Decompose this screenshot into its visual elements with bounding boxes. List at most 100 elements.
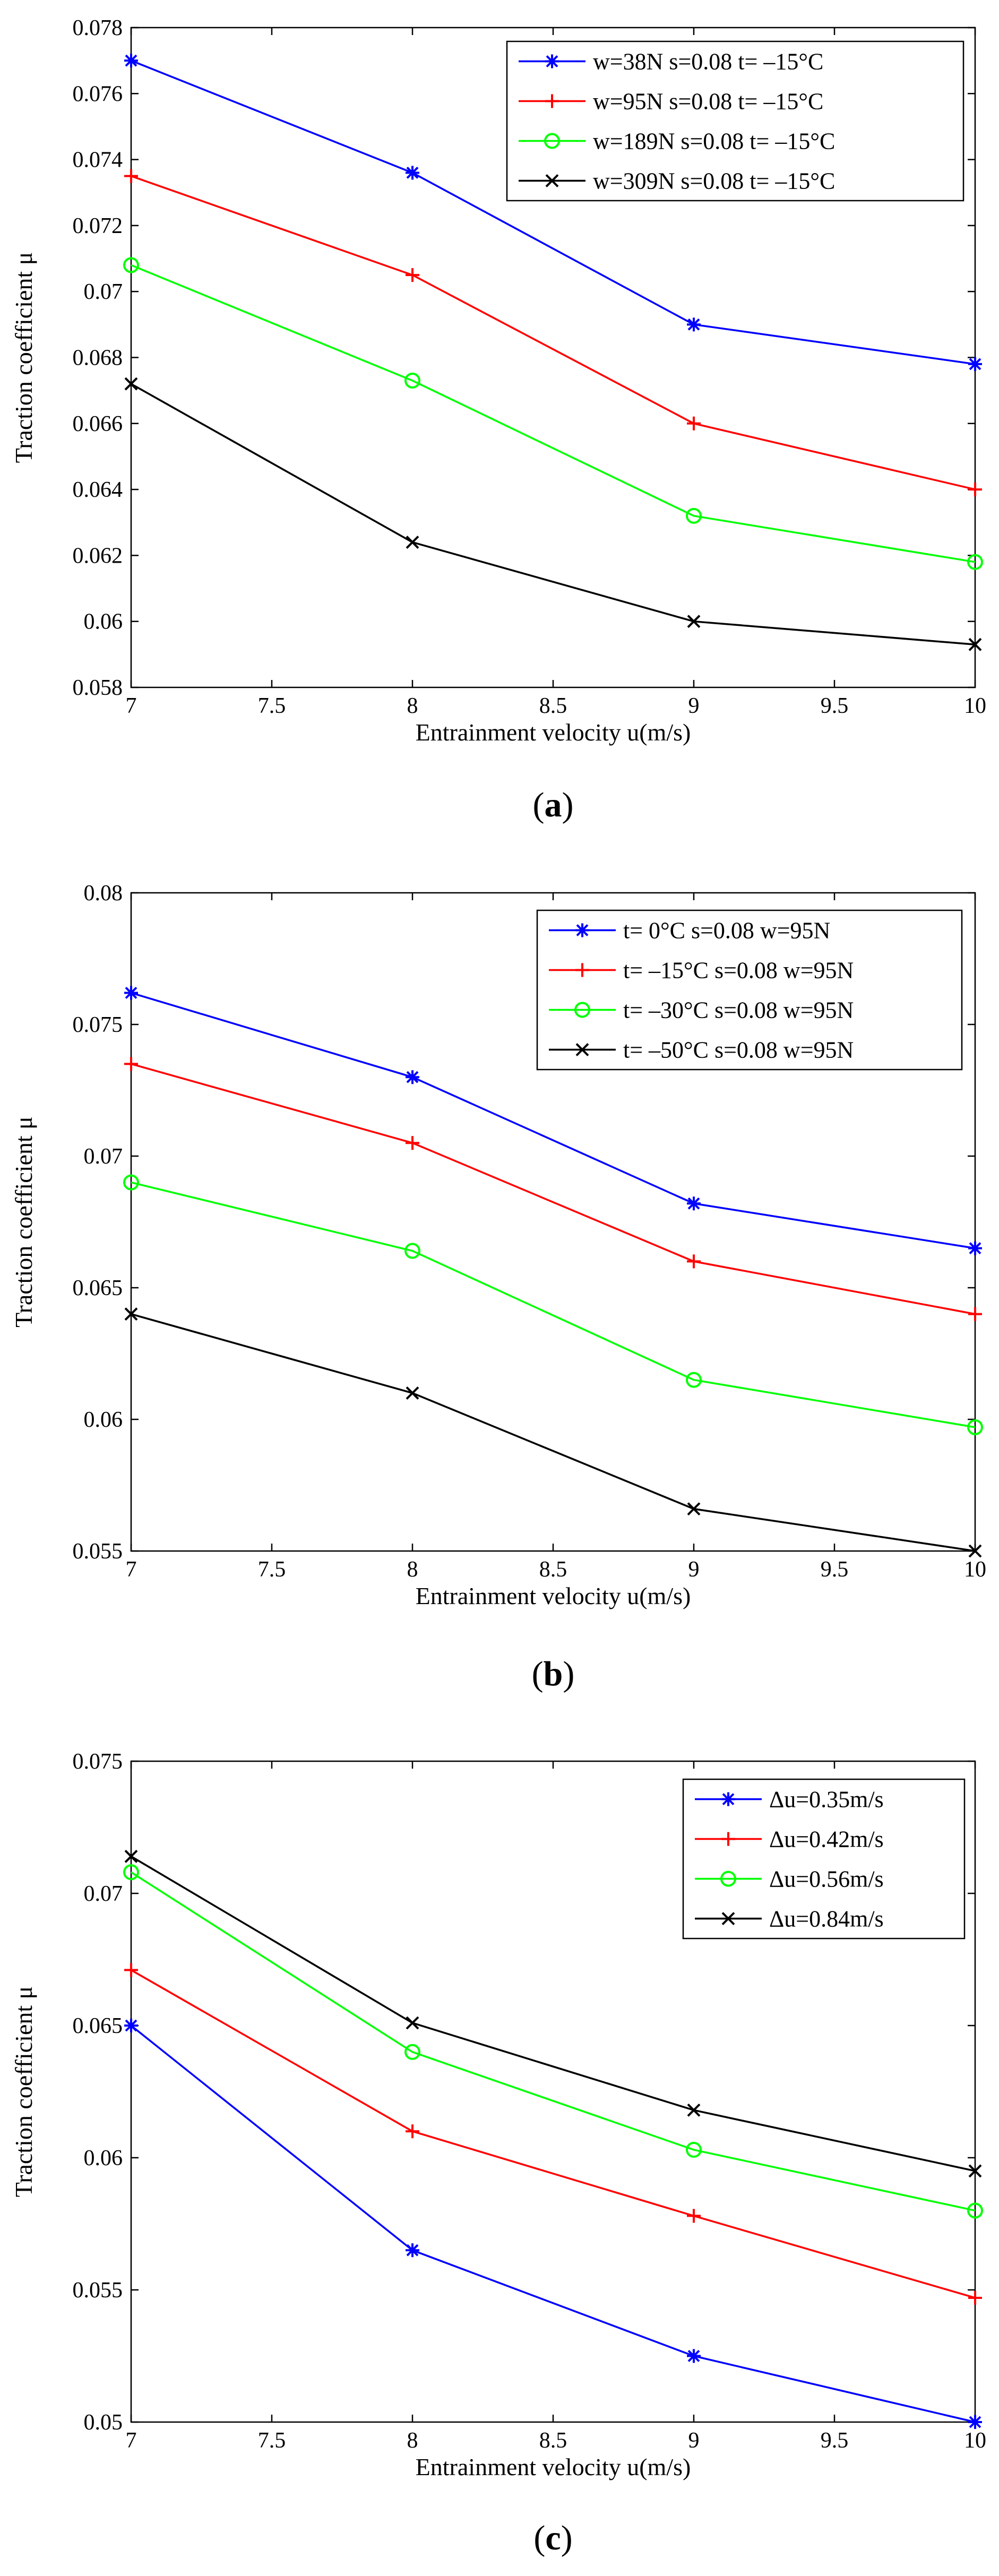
data-point	[967, 2202, 983, 2219]
y-tick-label: 0.05	[84, 2410, 123, 2435]
legend-marker	[545, 54, 559, 68]
data-point	[687, 1254, 701, 1269]
x-tick-label: 8.5	[539, 1557, 567, 1582]
data-point	[124, 1057, 138, 1071]
series-4	[124, 1849, 982, 2178]
series-line	[130, 2024, 976, 2423]
y-tick-label: 0.068	[73, 346, 123, 371]
series-4	[124, 1307, 982, 1558]
data-point	[968, 2415, 982, 2429]
legend-marker	[574, 1002, 590, 1018]
data-point	[124, 1307, 138, 1321]
data-point	[968, 357, 982, 371]
data-point	[687, 1196, 701, 1211]
caption-letter: c	[545, 2519, 561, 2557]
caption-paren-open: (	[532, 1655, 544, 1693]
legend-marker	[545, 94, 559, 108]
x-tick-label: 7.5	[258, 694, 286, 718]
data-point	[686, 1372, 702, 1388]
y-tick-label: 0.08	[84, 881, 123, 906]
data-point	[404, 2044, 420, 2060]
legend-marker	[721, 1832, 735, 1846]
x-tick-label: 9.5	[821, 1557, 849, 1582]
legend-marker	[721, 1912, 735, 1925]
data-point	[123, 1174, 139, 1191]
y-tick-label: 0.075	[73, 1750, 123, 1774]
series-4	[124, 377, 982, 651]
panel-caption: (a)	[533, 786, 574, 824]
y-tick-label: 0.075	[73, 1013, 123, 1037]
data-point	[406, 1386, 419, 1400]
legend-marker	[721, 1792, 735, 1806]
y-tick-label: 0.062	[73, 544, 123, 568]
data-point	[124, 54, 138, 68]
x-axis-label: Entrainment velocity u(m/s)	[416, 2453, 691, 2480]
legend: t= 0°C s=0.08 w=95N t= –15°C s=0.08 w=95N…	[536, 909, 963, 1071]
legend-label: Δu=0.84m/s	[769, 1906, 884, 1932]
data-point	[124, 1849, 138, 1863]
data-point	[967, 1419, 983, 1435]
x-tick-label: 9	[688, 2428, 700, 2453]
x-tick-label: 8	[407, 694, 418, 718]
data-point	[406, 1136, 419, 1150]
x-tick-label: 7.5	[258, 2428, 286, 2453]
chart-panel-b: 7 7.5 8 8.5 9 9.5 10 0.055 0.06 0.065 0.07 0.075 0.0…	[10, 881, 986, 1693]
x-tick-label: 7	[126, 2428, 137, 2453]
y-axis-label: Traction coefficient μ	[10, 1116, 37, 1328]
data-point	[123, 1864, 139, 1881]
legend-box	[536, 909, 963, 1071]
series-3	[123, 1174, 983, 1435]
legend-marker	[575, 963, 589, 977]
y-tick-label: 0.07	[84, 280, 123, 304]
x-axis-label: Entrainment velocity u(m/s)	[416, 719, 691, 746]
data-point	[406, 2124, 419, 2139]
data-point	[686, 2142, 702, 2158]
data-point	[124, 986, 138, 1000]
legend-box	[682, 1778, 966, 1940]
legend-marker	[575, 923, 589, 937]
series-line	[131, 1063, 976, 1315]
legend-label: w=95N s=0.08 t= –15°C	[593, 89, 823, 115]
data-point	[687, 2103, 701, 2117]
data-point	[687, 1502, 701, 1516]
y-tick-label: 0.058	[73, 676, 123, 700]
legend-label: w=309N s=0.08 t= –15°C	[593, 168, 835, 194]
x-tick-label: 8	[407, 1557, 418, 1582]
x-tick-label: 9.5	[821, 694, 849, 718]
caption-paren-open: (	[533, 786, 545, 824]
data-point	[686, 507, 702, 524]
legend-label: Δu=0.35m/s	[769, 1787, 884, 1813]
caption-paren-open: (	[533, 2519, 545, 2557]
data-point	[687, 317, 701, 332]
legend-label: Δu=0.56m/s	[769, 1866, 884, 1892]
x-axis-label: Entrainment velocity u(m/s)	[416, 1582, 691, 1609]
data-point	[687, 2349, 701, 2363]
data-point	[687, 615, 701, 628]
x-tick-label: 9.5	[821, 2428, 849, 2453]
series-line	[131, 1969, 976, 2299]
data-point	[124, 377, 138, 391]
data-point	[124, 2019, 138, 2032]
data-point	[967, 554, 983, 570]
y-tick-label: 0.055	[73, 1539, 123, 1564]
x-tick-label: 7.5	[258, 1557, 286, 1582]
data-point	[968, 1544, 982, 1558]
data-point	[406, 268, 419, 282]
legend-marker	[545, 174, 559, 187]
legend-label: t= 0°C s=0.08 w=95N	[623, 918, 830, 944]
data-point	[406, 536, 419, 549]
data-point	[968, 483, 982, 497]
series-3	[123, 257, 983, 570]
x-tick-label: 10	[964, 694, 986, 718]
series-2	[124, 1963, 982, 2305]
series-line	[131, 59, 976, 365]
legend-label: w=38N s=0.08 t= –15°C	[593, 49, 823, 75]
y-tick-label: 0.065	[73, 1276, 123, 1300]
series-line	[131, 1313, 976, 1552]
y-tick-label: 0.072	[73, 214, 123, 238]
panel-caption: (c)	[533, 2519, 572, 2557]
data-point	[123, 257, 139, 273]
y-tick-label: 0.078	[73, 16, 123, 40]
series-line	[131, 992, 976, 1250]
